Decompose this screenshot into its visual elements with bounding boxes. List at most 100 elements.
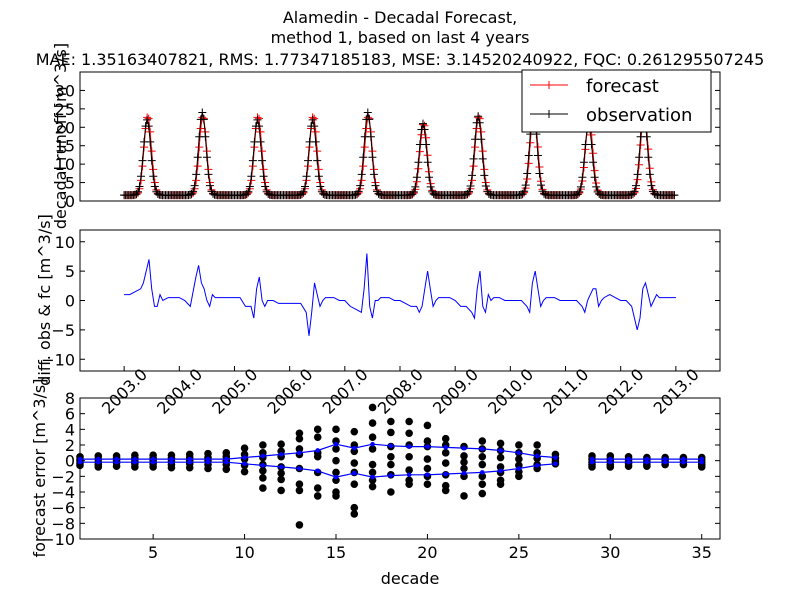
y-tick-label: 4 (65, 420, 75, 439)
y-tick-label: 0 (65, 192, 75, 211)
observation-marker (425, 173, 434, 182)
observation-marker (578, 173, 587, 182)
y-tick-label: −8 (51, 514, 75, 533)
error-point (478, 472, 487, 481)
observation-marker (310, 122, 319, 131)
observation-marker (422, 140, 431, 149)
error-point (460, 492, 468, 500)
error-point (313, 425, 322, 434)
error-point (496, 453, 505, 462)
error-point (259, 441, 267, 449)
observation-marker (311, 137, 320, 146)
band-lower-marker (132, 459, 138, 465)
legend-forecast-marker (545, 81, 553, 89)
observation-marker (204, 170, 213, 179)
error-point (606, 463, 615, 471)
observation-marker (244, 187, 253, 196)
forecast-marker (193, 162, 202, 171)
error-point (259, 484, 267, 492)
band-lower-marker (388, 473, 394, 478)
band-upper-marker (351, 445, 357, 451)
error-point (441, 486, 450, 495)
observation-marker (464, 187, 473, 196)
error-point (204, 464, 212, 473)
panel1-series (120, 104, 679, 200)
band-lower-marker (425, 472, 430, 478)
observation-marker (412, 173, 421, 182)
observation-marker (245, 182, 254, 191)
observation-marker (150, 182, 159, 191)
x-tick-label: 2007.0 (319, 365, 372, 418)
error-point (496, 463, 505, 471)
observation-marker (359, 153, 368, 162)
band-lower-marker (681, 459, 686, 465)
panel3-ylabel: forecast error [m^3/s] (30, 379, 49, 558)
error-point (460, 458, 468, 467)
y-tick-label: 2 (65, 436, 75, 455)
y-tick-label: 15 (55, 137, 75, 156)
observation-marker (357, 170, 366, 179)
band-lower-marker (626, 459, 631, 465)
observation-marker (468, 171, 477, 180)
error-point (387, 452, 395, 461)
observation-marker (426, 182, 435, 191)
error-point (295, 434, 304, 443)
error-point (295, 521, 304, 529)
error-point (387, 428, 395, 437)
error-point (295, 429, 304, 438)
error-point (496, 439, 505, 448)
y-tick-label: −4 (51, 483, 75, 502)
error-point (368, 468, 377, 477)
band-upper-marker (406, 444, 412, 449)
error-point (94, 463, 103, 471)
band-lower-marker (370, 474, 375, 480)
band-lower-marker (498, 468, 503, 474)
y-tick-label: 25 (55, 100, 75, 119)
band-lower-marker (516, 466, 522, 471)
panel1-frame (79, 71, 721, 202)
band-upper-marker (425, 444, 430, 449)
observation-marker (199, 115, 208, 124)
observation-marker (575, 187, 584, 196)
y-tick-label: 5 (65, 174, 75, 193)
observation-marker (579, 158, 588, 167)
forecast-marker (589, 149, 598, 158)
error-point (460, 452, 468, 460)
forecast-marker (256, 127, 265, 136)
panel1-ylabel: decadal runoff [m^3/s] (51, 43, 70, 229)
error-point (478, 452, 487, 461)
x-tick-label: 2006.0 (263, 365, 316, 418)
observation-marker (592, 182, 601, 191)
band-upper-marker (516, 450, 522, 456)
y-tick-label: −2 (51, 467, 75, 486)
observation-marker (576, 182, 585, 191)
y-tick-label: 6 (65, 405, 75, 424)
observation-marker (644, 153, 653, 162)
error-point (405, 466, 413, 474)
error-point (313, 492, 322, 500)
error-point (588, 463, 596, 471)
observation-marker (363, 108, 372, 117)
forecast-marker (362, 124, 371, 133)
error-point (533, 441, 541, 449)
panel3-frame (79, 397, 721, 540)
band-lower-marker (205, 459, 211, 465)
error-point (423, 421, 432, 430)
error-point (313, 484, 322, 492)
error-point (387, 488, 395, 496)
y-tick-label: −5 (51, 321, 75, 340)
band-lower-marker (242, 461, 247, 467)
observation-marker (520, 187, 529, 196)
x-tick-label: 2013.0 (650, 365, 703, 418)
observation-marker (313, 156, 322, 165)
band-lower-marker (297, 466, 302, 471)
band-lower-marker (223, 459, 229, 465)
error-point (441, 434, 450, 443)
band-lower-marker (260, 463, 266, 468)
observation-marker (474, 112, 483, 121)
observation-marker (478, 154, 487, 163)
band-upper-marker (479, 446, 485, 452)
y-tick-label: 0 (65, 292, 75, 311)
error-point (460, 464, 468, 473)
